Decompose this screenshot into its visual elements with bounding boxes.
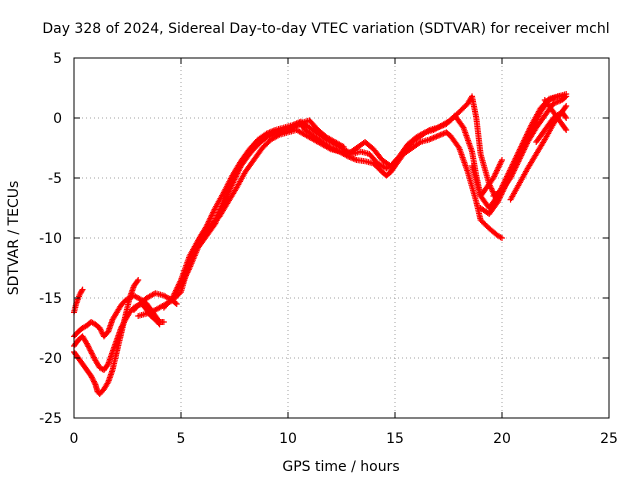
x-axis-label: GPS time / hours: [282, 459, 399, 475]
data-point: [340, 143, 347, 150]
series-satellite-track-15: [541, 97, 570, 133]
y-tick-label: -5: [48, 171, 62, 187]
series-satellite-track-14: [533, 109, 570, 145]
data-point: [135, 277, 142, 283]
data-point: [78, 287, 85, 294]
data-point: [134, 278, 141, 285]
data-point: [104, 362, 111, 369]
x-tick-label: 5: [177, 431, 186, 447]
y-tick-label: 5: [53, 51, 62, 67]
data-point: [79, 286, 86, 293]
y-tick-label: -20: [39, 351, 62, 367]
y-axis-label: SDTVAR / TECUs: [6, 181, 22, 296]
data-point: [562, 113, 569, 120]
x-tick-labels: 0 5 10 15 20 25: [70, 431, 618, 447]
data-point: [562, 125, 569, 132]
data-point: [562, 104, 569, 111]
x-tick-label: 20: [493, 431, 511, 447]
data-point: [173, 301, 180, 307]
series-satellite-track-5: [130, 290, 180, 313]
y-tick-labels: -25 -20 -15 -10 -5 0 5: [39, 51, 62, 427]
y-tick-label: 0: [53, 111, 62, 127]
series-satellite-track-8: [173, 93, 501, 295]
series-satellite-track-3: [71, 277, 142, 397]
y-tick-label: -25: [39, 411, 62, 427]
data-point: [499, 235, 505, 241]
data-point: [563, 103, 570, 109]
series-satellite-track-9: [178, 117, 347, 289]
data-point: [563, 127, 570, 133]
data-point: [563, 115, 570, 121]
y-tick-label: -10: [39, 231, 62, 247]
data-point: [499, 157, 505, 163]
data-point: [156, 321, 163, 328]
series-satellite-track-12: [490, 93, 570, 199]
x-tick-label: 15: [386, 431, 404, 447]
chart-title: Day 328 of 2024, Sidereal Day-to-day VTE…: [42, 21, 609, 37]
data-point: [155, 320, 162, 327]
data-point: [172, 300, 179, 307]
x-tick-label: 10: [279, 431, 297, 447]
axis-ticks: [73, 57, 610, 419]
data-point: [160, 319, 167, 325]
data-marks: [71, 91, 570, 397]
data-point: [563, 93, 570, 100]
y-tick-label: -15: [39, 291, 62, 307]
data-point: [562, 94, 569, 101]
x-tick-label: 0: [70, 431, 79, 447]
x-tick-label: 25: [600, 431, 618, 447]
